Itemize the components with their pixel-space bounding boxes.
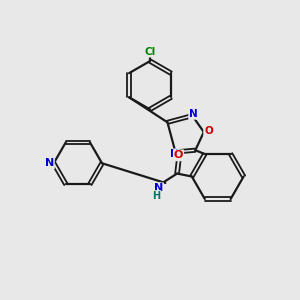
Text: N: N bbox=[189, 109, 198, 119]
Text: N: N bbox=[170, 149, 178, 159]
Text: O: O bbox=[174, 150, 183, 160]
Text: O: O bbox=[204, 127, 213, 136]
Text: N: N bbox=[154, 183, 163, 193]
Text: H: H bbox=[152, 191, 160, 201]
Text: N: N bbox=[45, 158, 54, 168]
Text: Cl: Cl bbox=[144, 47, 156, 57]
